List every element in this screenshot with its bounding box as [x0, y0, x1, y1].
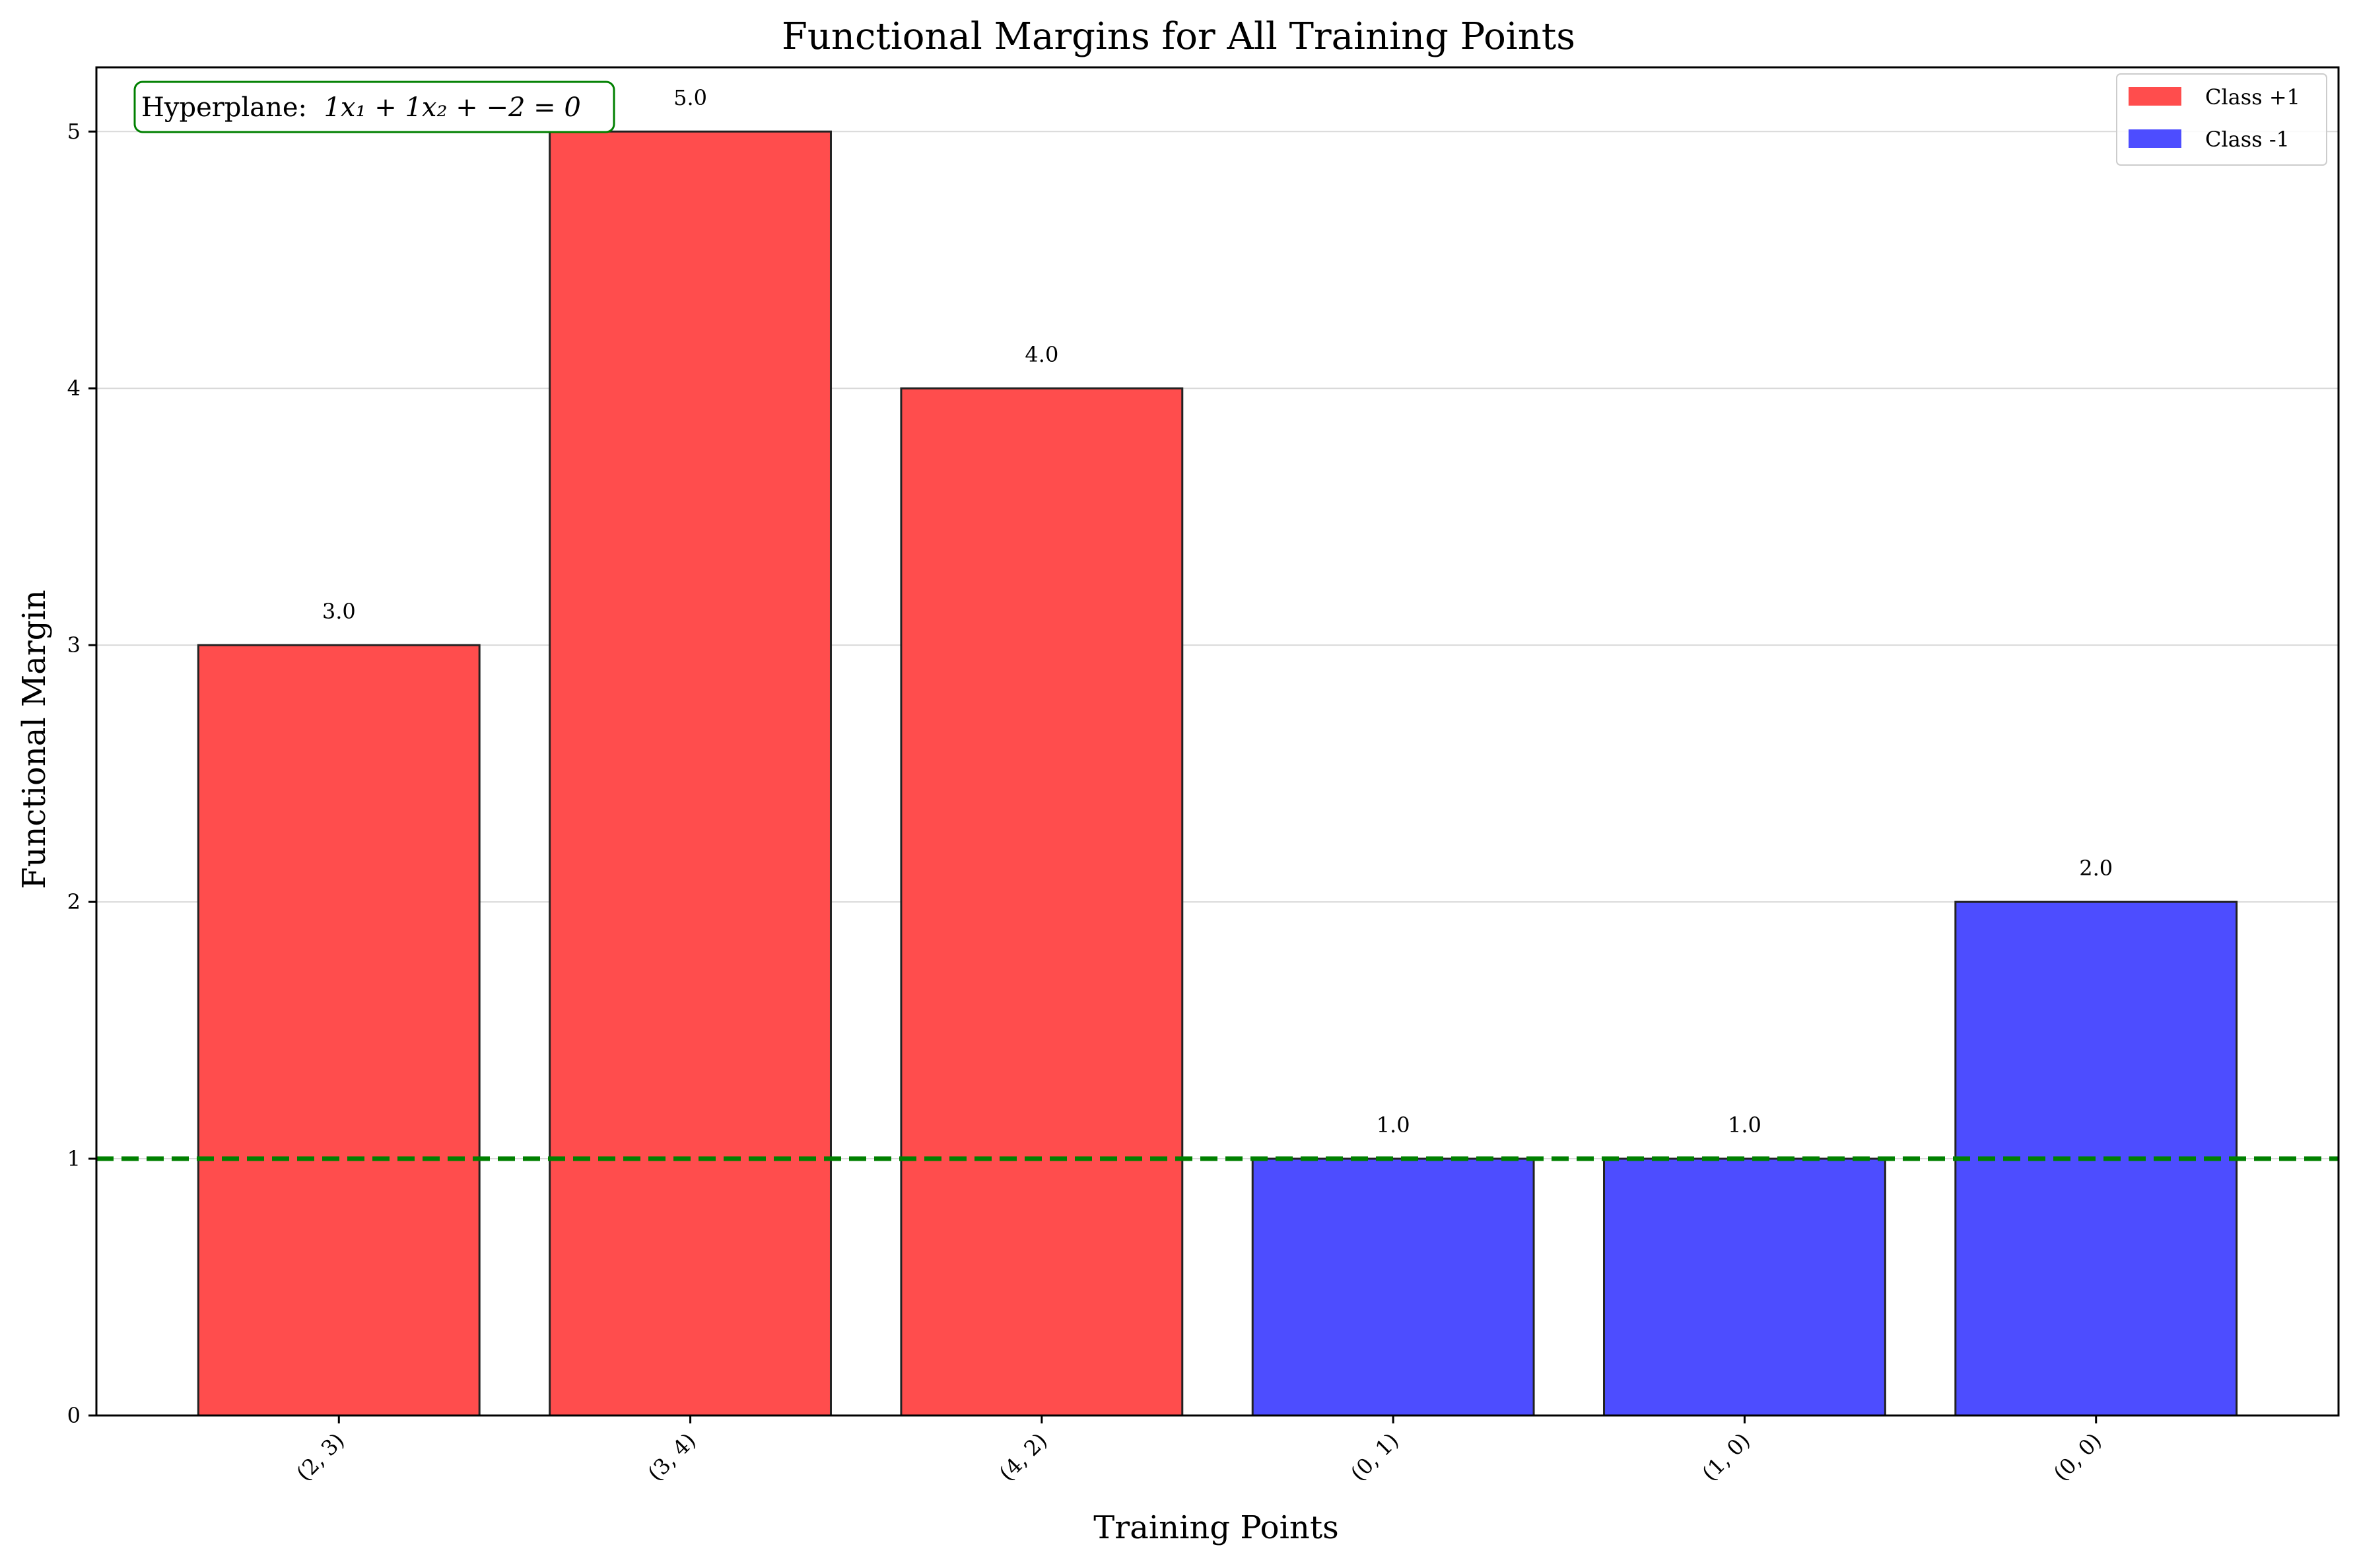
y-axis-label: Functional Margin	[16, 590, 53, 889]
legend-swatch-class-plus-1	[2129, 87, 2181, 106]
bar-value-label-4: 1.0	[1728, 1112, 1761, 1138]
bars-layer	[197, 130, 2238, 1417]
bar-1	[549, 130, 832, 1417]
legend-swatch-class-minus-1	[2129, 129, 2181, 148]
y-tick-label-2: 2	[67, 889, 81, 914]
plot-frame	[95, 66, 2340, 1417]
legend-label-class-plus-1: Class +1	[2205, 85, 2300, 110]
bar-value-label-2: 4.0	[1025, 342, 1058, 367]
bar-4	[1603, 1157, 1886, 1417]
y-tick-label-3: 3	[67, 632, 81, 658]
legend-label-class-minus-1: Class -1	[2205, 127, 2290, 152]
bar-value-label-3: 1.0	[1377, 1112, 1410, 1138]
y-tick-label-0: 0	[67, 1403, 81, 1428]
bar-value-label-5: 2.0	[2079, 856, 2113, 881]
bar-0	[197, 644, 481, 1417]
y-tick-label-4: 4	[67, 376, 81, 401]
y-tick-label-1: 1	[67, 1146, 81, 1171]
svg-text:Hyperplane: 1x₁ + 1x₂: Hyperplane: 1x₁ + 1x₂ + −2 = 0	[141, 92, 581, 123]
bar-value-label-0: 3.0	[322, 599, 356, 624]
bar-value-label-1: 5.0	[673, 85, 707, 110]
bar-3	[1251, 1157, 1535, 1417]
y-tick-label-5: 5	[67, 119, 81, 144]
annotation-prefix: Hyperplane:	[141, 92, 316, 123]
hyperplane-annotation: Hyperplane: 1x₁ + 1x₂ + −2 = 0	[133, 81, 615, 133]
chart-title: Functional Margins for All Training Poin…	[782, 15, 1575, 58]
bar-2	[900, 387, 1184, 1417]
legend: Class +1 Class -1	[2116, 73, 2327, 166]
bar-labels-layer: 3.0 5.0 4.0 1.0 1.0 2.0	[322, 85, 2113, 1138]
hyperplane-equation: 1x₁ + 1x₂ + −2 = 0	[324, 92, 580, 123]
x-axis-label: Training Points	[1093, 1509, 1339, 1546]
annotation-box	[133, 81, 615, 133]
